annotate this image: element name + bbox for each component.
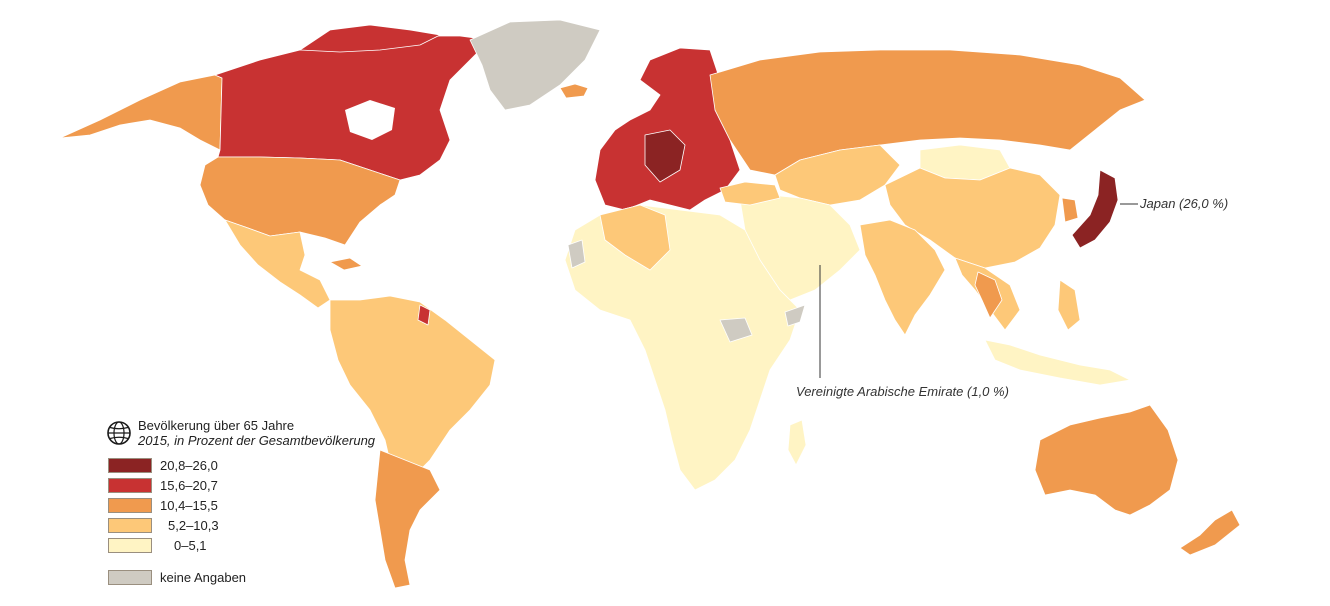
region-indonesia <box>984 339 1131 386</box>
legend-swatch <box>108 498 152 513</box>
region-central-europe <box>644 129 686 183</box>
legend-label: 20,8–26,0 <box>160 458 218 473</box>
region-alaska <box>59 74 223 151</box>
region-australia <box>1034 404 1179 516</box>
legend-label: 10,4–15,5 <box>160 498 218 513</box>
uae-annotation: Vereinigte Arabische Emirate (1,0 %) <box>796 384 1009 399</box>
region-hudson-bay <box>345 100 395 140</box>
region-philippines <box>1057 279 1081 331</box>
legend-label: 5,2–10,3 <box>168 518 219 533</box>
region-iceland <box>559 83 589 99</box>
legend-label: keine Angaben <box>160 570 247 585</box>
region-thailand <box>974 271 1003 319</box>
legend-swatch <box>108 478 152 493</box>
legend-label: 0–5,1 <box>174 538 207 553</box>
region-western-sahara <box>567 239 586 269</box>
region-south-america-south <box>374 449 441 589</box>
legend-subtitle: 2015, in Prozent der Gesamtbevölkerung <box>138 433 376 448</box>
region-south-america-north <box>329 295 496 481</box>
region-usa <box>199 156 401 246</box>
region-south-sudan <box>719 317 753 343</box>
region-arctic-islands <box>299 24 441 53</box>
region-algeria <box>599 204 671 271</box>
region-japan <box>1071 169 1119 249</box>
globe-icon <box>107 421 131 445</box>
region-africa <box>564 204 801 491</box>
legend-swatch <box>108 570 152 585</box>
legend-swatch <box>108 538 152 553</box>
region-somalia <box>784 304 806 327</box>
region-korea <box>1061 197 1079 223</box>
region-india <box>859 219 946 336</box>
region-greenland <box>469 19 601 111</box>
legend-swatch <box>108 458 152 473</box>
region-russia <box>709 49 1146 176</box>
legend-title: Bevölkerung über 65 Jahre <box>138 418 295 433</box>
region-french-guiana <box>417 304 431 326</box>
region-turkey <box>719 181 781 206</box>
region-mexico <box>224 219 331 309</box>
legend-swatch <box>108 518 152 533</box>
region-cuba <box>329 257 363 271</box>
region-new-zealand <box>1179 509 1241 556</box>
legend-label: 15,6–20,7 <box>160 478 218 493</box>
region-madagascar <box>787 419 807 466</box>
japan-annotation: Japan (26,0 %) <box>1140 196 1229 211</box>
